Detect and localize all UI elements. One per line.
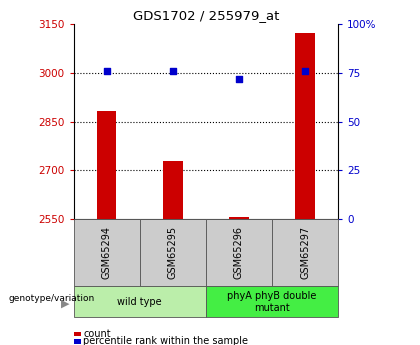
Text: GSM65296: GSM65296 [234, 226, 244, 279]
Text: percentile rank within the sample: percentile rank within the sample [83, 336, 248, 345]
Point [169, 68, 176, 74]
Text: genotype/variation: genotype/variation [8, 294, 95, 303]
Text: count: count [83, 329, 111, 338]
Bar [97, 111, 116, 219]
Point [236, 76, 242, 81]
Title: GDS1702 / 255979_at: GDS1702 / 255979_at [133, 9, 279, 22]
Bar [295, 33, 315, 219]
Bar [229, 217, 249, 219]
Text: GSM65294: GSM65294 [102, 226, 112, 279]
Text: wild type: wild type [117, 297, 162, 307]
Point [302, 68, 308, 74]
Text: phyA phyB double
mutant: phyA phyB double mutant [227, 291, 317, 313]
Text: ▶: ▶ [61, 299, 69, 308]
Text: GSM65295: GSM65295 [168, 226, 178, 279]
Text: GSM65297: GSM65297 [300, 226, 310, 279]
Bar [163, 161, 183, 219]
Point [103, 68, 110, 74]
